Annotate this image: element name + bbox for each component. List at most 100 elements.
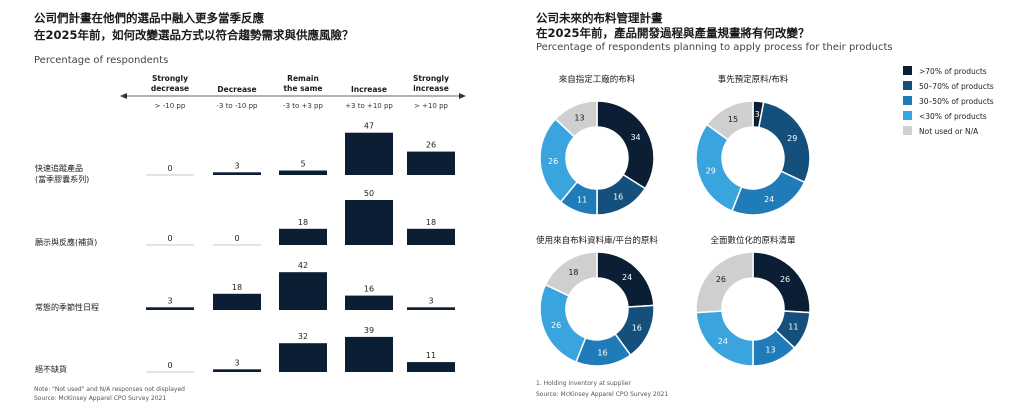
donut-slice xyxy=(539,283,587,363)
donut-value-label: 13 xyxy=(574,114,584,123)
row-label: 願示與反應(補貨) xyxy=(35,237,97,247)
donut-value-label: 29 xyxy=(706,166,716,175)
donut-value-label: 29 xyxy=(787,134,797,143)
legend-label: Not used or N/A xyxy=(919,127,979,136)
bar-value-label: 26 xyxy=(426,141,436,150)
bar xyxy=(146,307,194,310)
column-range-label: > -10 pp xyxy=(155,102,186,110)
right-subtitle: Percentage of respondents planning to ap… xyxy=(536,42,893,53)
bar xyxy=(279,272,327,310)
bar-value-label: 32 xyxy=(298,332,308,341)
bar-value-label: 18 xyxy=(232,283,242,292)
bar xyxy=(345,132,393,175)
bar xyxy=(213,369,261,372)
donut-title: 全面數位化的原料清單 xyxy=(710,235,796,246)
legend-swatch xyxy=(903,96,912,105)
donut-value-label: 13 xyxy=(765,345,775,354)
bar-value-label: 39 xyxy=(364,326,374,335)
bar-value-label: 0 xyxy=(167,234,172,243)
right-footnote: 1. Holding inventory at supplier xyxy=(536,380,631,387)
bar xyxy=(345,336,393,372)
donut-value-label: 24 xyxy=(622,273,632,282)
row-label: 快速追蹤產品 xyxy=(35,163,83,173)
donut-value-label: 26 xyxy=(548,157,558,166)
bar-value-label: 18 xyxy=(426,218,436,227)
bar xyxy=(407,362,455,372)
donut-value-label: 11 xyxy=(788,322,798,331)
column-header: Strongly xyxy=(413,74,449,83)
donut-slice xyxy=(731,170,806,216)
row-label: 常態的季節性日程 xyxy=(35,302,99,312)
donut-slice xyxy=(705,100,754,141)
axis-arrow-right xyxy=(459,93,466,99)
column-header: the same xyxy=(283,84,322,93)
legend-swatch xyxy=(903,66,912,75)
bar-value-label: 47 xyxy=(364,122,374,131)
bar-value-label: 11 xyxy=(426,351,436,360)
column-range-label: +3 to +10 pp xyxy=(345,102,393,110)
row-label: (當季膠囊系列) xyxy=(35,174,89,184)
donut-value-label: 15 xyxy=(728,115,738,124)
bar xyxy=(279,343,327,372)
bar xyxy=(279,228,327,245)
bar-value-label: 50 xyxy=(364,189,374,198)
column-header: Decrease xyxy=(217,85,256,94)
bar xyxy=(345,200,393,245)
donut-value-label: 34 xyxy=(630,133,640,142)
legend-label: 30–50% of products xyxy=(919,97,994,106)
donut-title: 事先預定原料/布料 xyxy=(718,74,789,85)
right-title-line1: 公司未來的布料管理計畫 xyxy=(536,11,663,25)
donut-value-label: 16 xyxy=(632,324,642,333)
legend-swatch xyxy=(903,126,912,135)
donut-value-label: 26 xyxy=(780,275,790,284)
bar-value-label: 16 xyxy=(364,285,374,294)
left-title-line2: 在2025年前，如何改變選品方式以符合趨勢需求與供應風險？ xyxy=(34,28,354,42)
donut-title: 使用來自布料資料庫/平台的原料 xyxy=(536,235,658,246)
bar xyxy=(407,228,455,245)
column-header: increase xyxy=(413,84,449,93)
column-range-label: -3 to +3 pp xyxy=(283,102,323,110)
legend-swatch xyxy=(903,111,912,120)
bar-value-label: 3 xyxy=(234,358,239,367)
donut-title: 來自指定工廠的布料 xyxy=(559,74,636,85)
donut-slice xyxy=(596,100,655,190)
axis-arrow-left xyxy=(120,93,127,99)
donut-slice xyxy=(554,100,598,138)
donut-value-label: 11 xyxy=(577,195,587,204)
bar-value-label: 18 xyxy=(298,218,308,227)
donut-value-label: 24 xyxy=(718,337,728,346)
bar xyxy=(279,170,327,175)
donut-value-label: 26 xyxy=(551,321,561,330)
bar xyxy=(407,151,455,175)
row-label: 絕不缺貨 xyxy=(35,364,67,374)
bar xyxy=(213,293,261,310)
bar-value-label: 42 xyxy=(298,261,308,270)
bar-value-label: 3 xyxy=(234,161,239,170)
column-header: decrease xyxy=(151,84,189,93)
bar-value-label: 0 xyxy=(167,164,172,173)
donut-value-label: 16 xyxy=(597,349,607,358)
donut-value-label: 26 xyxy=(716,275,726,284)
donut-value-label: 3 xyxy=(755,110,760,119)
donut-slice xyxy=(544,251,598,297)
legend-label: 50–70% of products xyxy=(919,82,994,91)
left-source: Source: McKinsey Apparel CPO Survey 2021 xyxy=(34,395,167,402)
column-header: Remain xyxy=(287,74,319,83)
donut-value-label: 16 xyxy=(613,193,623,202)
bar xyxy=(213,172,261,175)
right-title-line2: 在2025年前，產品開發過程與產量規畫將有何改變？ xyxy=(536,26,810,40)
donut-slice xyxy=(695,251,754,314)
bar-value-label: 5 xyxy=(300,160,305,169)
column-header: Increase xyxy=(351,85,387,94)
bar xyxy=(407,307,455,310)
donut-value-label: 18 xyxy=(568,268,578,277)
legend-label: >70% of products xyxy=(919,67,987,76)
bar-value-label: 3 xyxy=(428,296,433,305)
right-source: Source: McKinsey Apparel CPO Survey 2021 xyxy=(536,391,669,398)
legend-label: <30% of products xyxy=(919,112,987,121)
donut-slice xyxy=(695,123,743,212)
donut-slice xyxy=(757,101,811,184)
bar-value-label: 0 xyxy=(234,234,239,243)
left-footnote: Note: "Not used" and N/A responses not d… xyxy=(34,386,185,393)
